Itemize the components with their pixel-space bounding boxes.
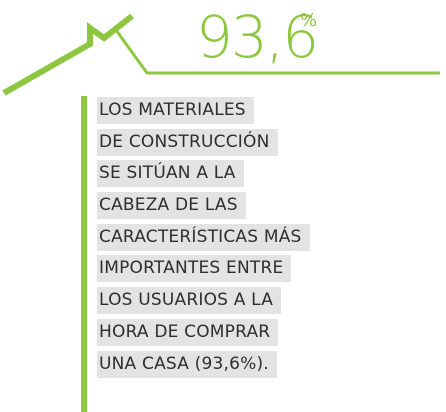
text-block: LOS MATERIALES DE CONSTRUCCIÓN SE SITÚAN A…: [97, 97, 310, 382]
text-line: HORA DE COMPRAR: [97, 318, 279, 346]
text-line: LOS MATERIALES: [97, 97, 254, 124]
text-line: CABEZA DE LAS: [97, 192, 246, 220]
stat-unit: %: [300, 10, 318, 31]
text-line: DE CONSTRUCCIÓN: [97, 128, 278, 156]
text-line: IMPORTANTES ENTRE: [97, 255, 292, 283]
text-line: SE SITÚAN A LA: [97, 160, 244, 188]
text-line: UNA CASA (93,6%).: [97, 350, 277, 378]
text-line: LOS USUARIOS A LA: [97, 287, 282, 315]
roof-left: [2, 13, 134, 96]
text-line: CARACTERÍSTICAS MÁS: [97, 223, 310, 251]
roof-right: [114, 29, 440, 75]
stat-number: 93,6: [196, 3, 319, 71]
